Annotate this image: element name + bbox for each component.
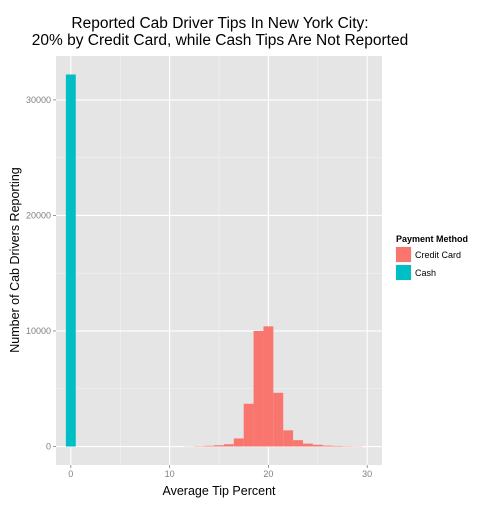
bar-credit-card xyxy=(283,430,293,446)
bar-credit-card xyxy=(293,440,303,446)
y-tick-label: 10000 xyxy=(26,326,51,336)
y-tick-label: 20000 xyxy=(26,210,51,220)
x-tick-label: 20 xyxy=(263,469,273,479)
bar-credit-card xyxy=(244,404,254,447)
bar-credit-card xyxy=(263,326,273,446)
x-tick-label: 0 xyxy=(68,469,73,479)
bar-credit-card xyxy=(273,393,283,447)
bar-credit-card xyxy=(313,445,323,447)
bar-credit-card xyxy=(234,438,244,446)
y-axis-ticks: 0 10000 20000 30000 xyxy=(26,95,56,452)
bar-credit-card xyxy=(303,444,313,447)
chart-title-line-2: 20% by Credit Card, while Cash Tips Are … xyxy=(32,32,408,49)
legend-swatch-credit-card xyxy=(396,247,411,262)
x-axis-title: Average Tip Percent xyxy=(162,484,276,498)
legend-swatch-cash xyxy=(396,265,411,280)
legend: Payment Method Credit Card Cash xyxy=(395,234,468,281)
bar-credit-card xyxy=(204,446,214,447)
x-tick-label: 10 xyxy=(165,469,175,479)
bar-credit-card xyxy=(323,446,333,447)
y-tick-label: 30000 xyxy=(26,95,51,105)
legend-label-cash: Cash xyxy=(415,268,436,278)
y-tick-label: 0 xyxy=(46,442,51,452)
x-tick-label: 30 xyxy=(362,469,372,479)
bar-credit-card xyxy=(254,331,264,447)
bar-cash xyxy=(66,74,76,446)
bar-credit-card xyxy=(333,446,343,447)
chart-title-line-1: Reported Cab Driver Tips In New York Cit… xyxy=(71,15,368,32)
y-axis-title: Number of Cab Drivers Reporting xyxy=(8,167,22,353)
bar-credit-card xyxy=(224,444,234,446)
legend-label-credit-card: Credit Card xyxy=(415,250,461,260)
x-axis-ticks: 0 10 20 30 xyxy=(68,465,372,479)
bar-credit-card xyxy=(214,445,224,446)
legend-title: Payment Method xyxy=(396,234,468,244)
